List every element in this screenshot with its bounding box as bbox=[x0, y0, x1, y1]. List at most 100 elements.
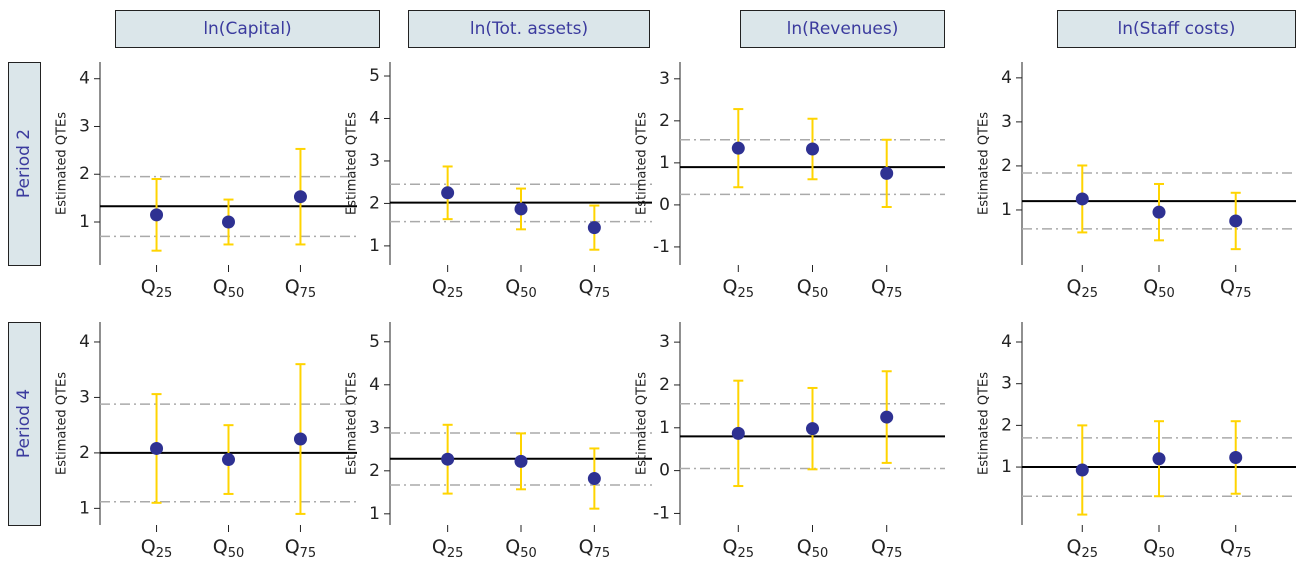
header-box bbox=[408, 10, 650, 48]
y-axis-label: Estimated QTEs bbox=[345, 112, 360, 215]
y-tick-label: 1 bbox=[369, 504, 380, 524]
y-axis-label: Estimated QTEs bbox=[345, 372, 360, 475]
column-header: ln(Revenues) bbox=[787, 19, 899, 39]
y-tick-label: 4 bbox=[1001, 68, 1012, 88]
x-tick-label: Q50 bbox=[797, 276, 829, 301]
y-tick-label: -1 bbox=[653, 503, 670, 523]
point bbox=[222, 215, 235, 229]
point bbox=[1075, 463, 1089, 477]
y-tick-label: 4 bbox=[369, 375, 380, 395]
y-axis-label: Estimated QTEs bbox=[635, 372, 650, 475]
y-tick-label: 2 bbox=[1001, 415, 1012, 435]
y-tick-label: 1 bbox=[369, 236, 380, 256]
point bbox=[1229, 214, 1243, 228]
point bbox=[150, 441, 164, 455]
point bbox=[1152, 452, 1166, 466]
x-tick-label: Q50 bbox=[213, 536, 245, 561]
y-tick-label: 1 bbox=[1001, 200, 1012, 220]
x-tick-label: Q25 bbox=[1067, 276, 1099, 301]
point bbox=[806, 422, 819, 436]
x-tick-label: Q25 bbox=[1067, 536, 1099, 561]
y-tick-label: 0 bbox=[659, 461, 670, 481]
point bbox=[1229, 450, 1243, 464]
row-label: Period 2 bbox=[14, 129, 34, 198]
x-tick-label: Q25 bbox=[141, 276, 173, 301]
y-tick-label: 4 bbox=[79, 332, 90, 352]
x-tick-label: Q25 bbox=[432, 536, 464, 561]
y-tick-label: 1 bbox=[659, 418, 670, 438]
column-header: ln(Capital) bbox=[203, 19, 291, 39]
y-tick-label: 3 bbox=[369, 151, 380, 171]
x-tick-label: Q75 bbox=[285, 276, 317, 301]
header-box bbox=[115, 10, 380, 48]
column-header: ln(Tot. assets) bbox=[470, 19, 588, 39]
point bbox=[514, 202, 528, 216]
y-axis-label: Estimated QTEs bbox=[55, 112, 70, 215]
point bbox=[293, 190, 307, 204]
y-tick-label: 3 bbox=[79, 116, 90, 136]
point bbox=[441, 452, 455, 466]
point bbox=[1075, 192, 1089, 206]
y-tick-label: 4 bbox=[369, 108, 380, 128]
x-tick-label: Q50 bbox=[505, 536, 537, 561]
y-tick-label: 1 bbox=[1001, 457, 1012, 477]
header-box bbox=[1057, 10, 1296, 48]
x-tick-label: Q25 bbox=[723, 536, 755, 561]
y-tick-label: 2 bbox=[1001, 156, 1012, 176]
x-tick-label: Q75 bbox=[579, 536, 611, 561]
point bbox=[293, 432, 307, 446]
y-tick-label: 4 bbox=[79, 69, 90, 89]
point bbox=[514, 454, 528, 468]
y-tick-label: 2 bbox=[79, 443, 90, 463]
y-tick-label: 3 bbox=[1001, 374, 1012, 394]
point bbox=[441, 186, 455, 200]
y-tick-label: 4 bbox=[1001, 332, 1012, 352]
x-tick-label: Q75 bbox=[871, 276, 903, 301]
point bbox=[222, 453, 235, 467]
x-tick-label: Q25 bbox=[723, 276, 755, 301]
header-box bbox=[740, 10, 945, 48]
y-tick-label: 1 bbox=[79, 498, 90, 518]
y-tick-label: 3 bbox=[79, 387, 90, 407]
row-box bbox=[8, 62, 41, 266]
y-tick-label: 1 bbox=[659, 153, 670, 173]
y-axis-label: Estimated QTEs bbox=[55, 372, 70, 475]
x-tick-label: Q25 bbox=[432, 276, 464, 301]
y-tick-label: -1 bbox=[653, 237, 670, 257]
column-header: ln(Staff costs) bbox=[1118, 19, 1236, 39]
y-tick-label: 2 bbox=[79, 164, 90, 184]
x-tick-label: Q50 bbox=[1143, 276, 1175, 301]
y-tick-label: 2 bbox=[659, 111, 670, 131]
y-axis-label: Estimated QTEs bbox=[977, 112, 992, 215]
x-tick-label: Q75 bbox=[871, 536, 903, 561]
x-tick-label: Q25 bbox=[141, 536, 173, 561]
y-tick-label: 2 bbox=[659, 375, 670, 395]
point bbox=[880, 166, 894, 180]
x-tick-label: Q75 bbox=[1220, 276, 1252, 301]
y-tick-label: 5 bbox=[369, 332, 380, 352]
x-tick-label: Q75 bbox=[285, 536, 317, 561]
point bbox=[880, 410, 894, 424]
point bbox=[731, 141, 745, 155]
y-tick-label: 2 bbox=[369, 461, 380, 481]
x-tick-label: Q50 bbox=[213, 276, 245, 301]
y-axis-label: Estimated QTEs bbox=[635, 112, 650, 215]
x-tick-label: Q50 bbox=[797, 536, 829, 561]
point bbox=[587, 472, 601, 486]
y-tick-label: 0 bbox=[659, 195, 670, 215]
y-tick-label: 3 bbox=[1001, 112, 1012, 132]
y-tick-label: 2 bbox=[369, 193, 380, 213]
x-tick-label: Q50 bbox=[1143, 536, 1175, 561]
x-tick-label: Q75 bbox=[579, 276, 611, 301]
y-tick-label: 1 bbox=[79, 212, 90, 232]
point bbox=[1152, 205, 1166, 219]
y-tick-label: 3 bbox=[659, 332, 670, 352]
y-tick-label: 3 bbox=[369, 418, 380, 438]
row-box bbox=[8, 322, 41, 526]
row-label: Period 4 bbox=[14, 389, 34, 458]
y-axis-label: Estimated QTEs bbox=[977, 372, 992, 475]
point bbox=[587, 221, 601, 235]
x-tick-label: Q75 bbox=[1220, 536, 1252, 561]
